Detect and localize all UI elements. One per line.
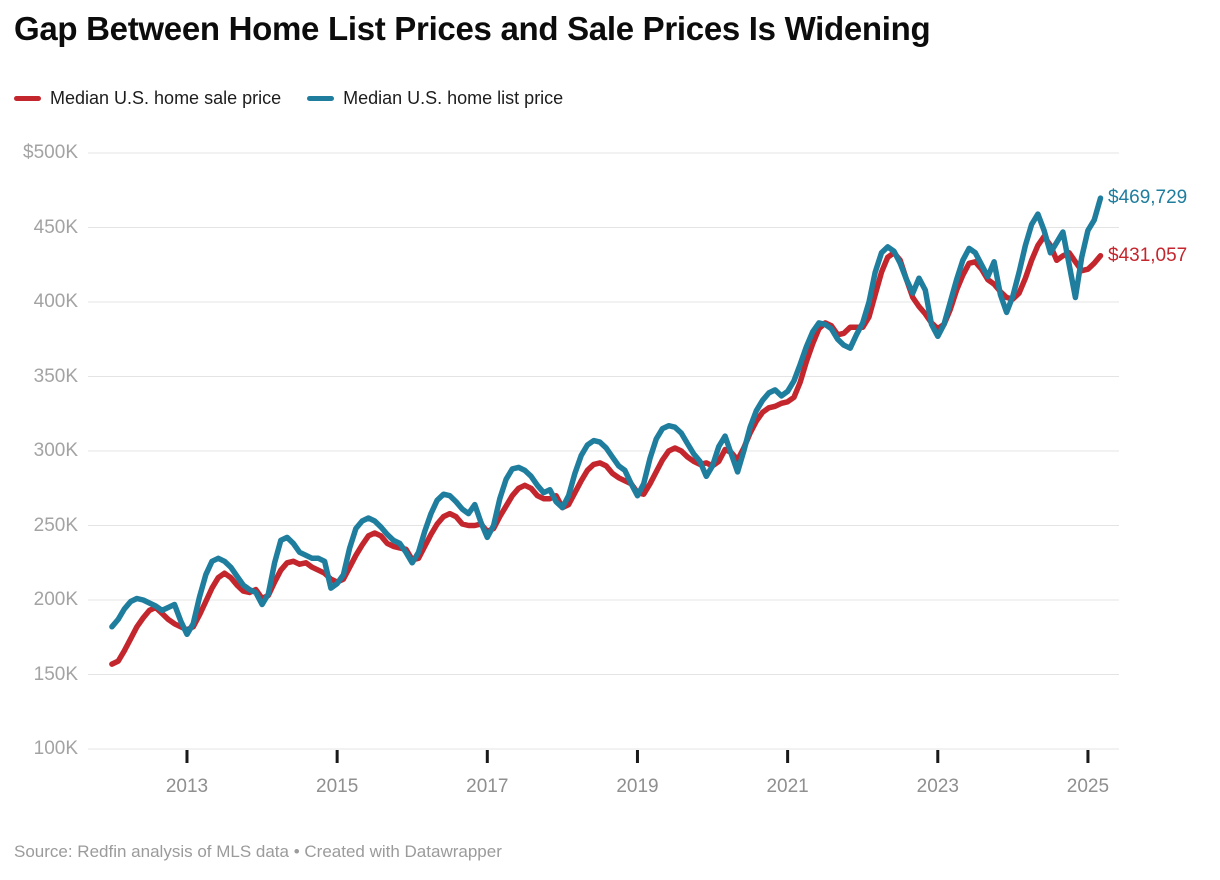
sale-price-swatch-icon xyxy=(14,96,41,101)
y-axis-label: 200K xyxy=(33,589,78,610)
y-axis-label: 400K xyxy=(33,291,78,312)
y-axis-label: 300K xyxy=(33,440,78,461)
x-axis-label: 2025 xyxy=(1066,776,1110,797)
x-axis-label: 2019 xyxy=(616,776,659,797)
x-tick-mark xyxy=(485,750,489,763)
y-axis-label: 350K xyxy=(33,365,78,387)
x-axis-label: 2015 xyxy=(316,776,359,797)
list-price-swatch-icon xyxy=(307,96,335,101)
x-tick-mark xyxy=(335,750,339,763)
legend-label-list-price: Median U.S. home list price xyxy=(343,88,564,108)
legend-label-sale-price: Median U.S. home sale price xyxy=(50,88,282,108)
y-axis-label: $500K xyxy=(23,142,78,163)
source-attribution: Source: Redfin analysis of MLS data • Cr… xyxy=(14,842,502,861)
x-axis-label: 2021 xyxy=(766,776,809,797)
x-tick-mark xyxy=(1086,750,1090,763)
list-price-line[interactable] xyxy=(109,195,1104,638)
x-tick-mark xyxy=(786,750,790,763)
y-axis-label: 150K xyxy=(33,663,78,685)
x-axis-label: 2017 xyxy=(466,776,509,797)
x-tick-mark xyxy=(635,750,639,763)
legend: Median U.S. home sale price Median U.S. … xyxy=(14,88,563,109)
x-axis-label: 2013 xyxy=(165,776,209,797)
y-axis-label: 100K xyxy=(33,738,78,759)
y-axis-label: 250K xyxy=(33,514,78,536)
x-tick-mark xyxy=(936,750,940,763)
y-axis-label: 450K xyxy=(33,216,78,238)
x-tick-mark xyxy=(185,750,189,763)
legend-item-sale-price[interactable]: Median U.S. home sale price xyxy=(14,88,281,109)
sale-price-end-label: $431,057 xyxy=(1108,244,1188,266)
list-price-end-label: $469,729 xyxy=(1108,187,1188,209)
legend-item-list-price[interactable]: Median U.S. home list price xyxy=(307,88,563,109)
x-axis-label: 2023 xyxy=(916,776,959,797)
chart-title: Gap Between Home List Prices and Sale Pr… xyxy=(14,10,931,47)
